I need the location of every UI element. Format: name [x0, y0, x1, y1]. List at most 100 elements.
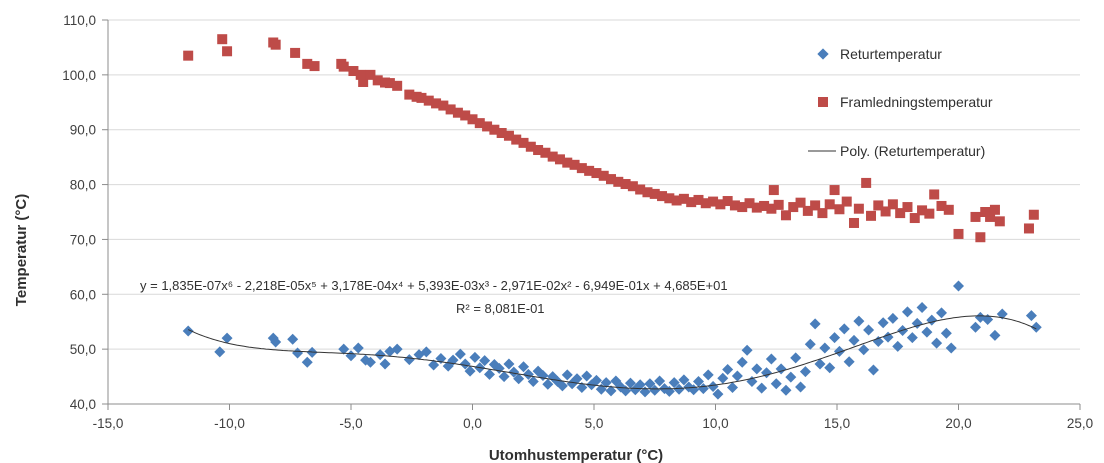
data-point-framledningstemperatur	[569, 159, 580, 170]
data-point-framledningstemperatur	[759, 200, 770, 211]
data-point-returtemperatur	[287, 333, 299, 345]
data-point-returtemperatur	[654, 375, 666, 387]
data-point-framledningstemperatur	[751, 202, 762, 213]
data-point-framledningstemperatur	[598, 170, 609, 181]
data-point-framledningstemperatur	[423, 95, 434, 106]
data-point-returtemperatur	[1025, 310, 1037, 322]
data-point-returtemperatur	[527, 376, 539, 388]
data-point-framledningstemperatur	[924, 208, 935, 219]
data-point-framledningstemperatur	[678, 193, 689, 204]
data-point-returtemperatur	[838, 323, 850, 335]
data-point-framledningstemperatur	[467, 114, 478, 125]
data-point-returtemperatur	[345, 350, 357, 362]
data-point-returtemperatur	[996, 308, 1008, 320]
data-point-framledningstemperatur	[489, 124, 500, 135]
data-point-framledningstemperatur	[737, 202, 748, 213]
data-point-returtemperatur	[751, 363, 763, 375]
trendline-r-squared: R² = 8,081E-01	[456, 301, 545, 316]
data-point-framledningstemperatur	[693, 194, 704, 205]
data-point-returtemperatur	[901, 306, 913, 318]
data-point-returtemperatur	[790, 352, 802, 364]
data-point-returtemperatur	[522, 368, 534, 380]
data-point-returtemperatur	[498, 371, 510, 383]
data-point-returtemperatur	[931, 337, 943, 349]
data-point-framledningstemperatur	[1023, 223, 1034, 234]
y-tick-label: 80,0	[70, 178, 96, 193]
tick-labels: 40,0 50,0 60,0 70,0 80,0 90,0 100,0 110,0 -15,0 -…	[62, 13, 1093, 431]
data-point-framledningstemperatur	[970, 211, 981, 222]
x-tick-label: 5,0	[585, 416, 604, 431]
data-point-returtemperatur	[765, 353, 777, 365]
data-point-framledningstemperatur	[355, 69, 366, 80]
data-point-framledningstemperatur	[365, 69, 376, 80]
data-point-returtemperatur	[403, 354, 415, 366]
data-point-returtemperatur	[712, 388, 724, 400]
data-point-returtemperatur	[678, 374, 690, 386]
data-point-framledningstemperatur	[708, 196, 719, 207]
grid-lines	[108, 19, 1080, 350]
data-point-framledningstemperatur	[627, 181, 638, 192]
axes	[102, 20, 1080, 405]
data-point-returtemperatur	[182, 325, 194, 337]
data-point-framledningstemperatur	[620, 179, 631, 190]
data-point-framledningstemperatur	[861, 177, 872, 188]
data-point-framledningstemperatur	[416, 92, 427, 103]
data-point-returtemperatur	[454, 348, 466, 360]
data-point-framledningstemperatur	[849, 217, 860, 228]
data-point-framledningstemperatur	[452, 107, 463, 118]
data-point-framledningstemperatur	[290, 47, 301, 58]
data-point-returtemperatur	[668, 377, 680, 389]
data-point-returtemperatur	[916, 301, 928, 313]
trendline	[187, 315, 1037, 390]
x-tick-label: 20,0	[945, 416, 971, 431]
data-point-returtemperatur	[702, 369, 714, 381]
data-point-framledningstemperatur	[929, 189, 940, 200]
data-point-returtemperatur	[1030, 321, 1042, 333]
data-point-framledningstemperatur	[613, 176, 624, 187]
data-point-framledningstemperatur	[642, 187, 653, 198]
y-axis-title: Temperatur (°C)	[13, 194, 30, 306]
data-point-returtemperatur	[624, 377, 636, 389]
legend-marker-returtemperatur	[817, 48, 829, 60]
data-point-framledningstemperatur	[722, 196, 733, 207]
data-point-returtemperatur	[479, 355, 491, 367]
data-point-returtemperatur	[338, 343, 350, 355]
data-point-framledningstemperatur	[270, 39, 281, 50]
x-tick-label: -15,0	[93, 416, 124, 431]
data-point-framledningstemperatur	[802, 205, 813, 216]
data-point-returtemperatur	[561, 369, 573, 381]
data-point-framledningstemperatur	[438, 100, 449, 111]
data-point-returtemperatur	[921, 326, 933, 338]
data-point-framledningstemperatur	[953, 228, 964, 239]
data-point-framledningstemperatur	[302, 58, 313, 69]
data-point-returtemperatur	[301, 356, 313, 368]
data-point-returtemperatur	[804, 338, 816, 350]
data-point-returtemperatur	[692, 376, 704, 388]
data-point-framledningstemperatur	[664, 193, 675, 204]
y-tick-label: 60,0	[70, 287, 96, 302]
data-point-returtemperatur	[872, 335, 884, 347]
data-point-returtemperatur	[508, 366, 520, 378]
data-point-framledningstemperatur	[744, 198, 755, 209]
legend-marker-framledningstemperatur	[818, 97, 828, 107]
data-point-returtemperatur	[833, 345, 845, 357]
y-tick-label: 100,0	[62, 68, 96, 83]
data-point-returtemperatur	[775, 363, 787, 375]
data-point-returtemperatur	[518, 361, 530, 373]
data-point-framledningstemperatur	[525, 141, 536, 152]
data-point-returtemperatur	[556, 380, 568, 392]
data-point-framledningstemperatur	[591, 168, 602, 179]
data-point-returtemperatur	[420, 346, 432, 358]
data-point-returtemperatur	[576, 382, 588, 394]
data-point-returtemperatur	[906, 332, 918, 344]
data-point-returtemperatur	[352, 342, 364, 354]
data-point-framledningstemperatur	[887, 199, 898, 210]
data-point-returtemperatur	[770, 378, 782, 390]
data-point-framledningstemperatur	[496, 128, 507, 139]
data-point-framledningstemperatur	[183, 50, 194, 61]
data-point-returtemperatur	[785, 371, 797, 383]
data-point-returtemperatur	[379, 358, 391, 370]
data-point-returtemperatur	[741, 344, 753, 356]
data-point-framledningstemperatur	[384, 78, 395, 89]
data-point-returtemperatur	[829, 332, 841, 344]
